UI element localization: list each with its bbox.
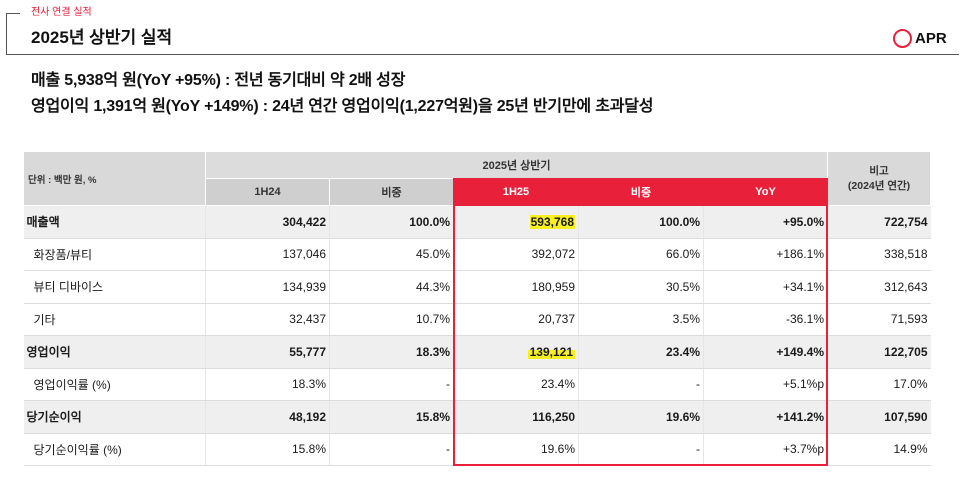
cell-1h25: 180,959 bbox=[453, 270, 579, 304]
brand-logo: APR bbox=[915, 30, 947, 47]
headline-operating-profit: 영업이익 1,391억 원(YoY +149%) : 24년 연간 영업이익(1… bbox=[31, 98, 654, 115]
cell-1h25-share: 100.0% bbox=[578, 205, 704, 239]
cell-yoy: +95.0% bbox=[702, 205, 828, 239]
cell-2024-annual: 338,518 bbox=[827, 238, 931, 271]
row-label: 기타 bbox=[23, 303, 206, 336]
cell-1h25: 23.4% bbox=[453, 368, 579, 401]
cell-1h25-share: 30.5% bbox=[578, 270, 704, 304]
cell-yoy: +186.1% bbox=[702, 238, 828, 271]
table-row: 매출액 304,422 100.0% 593,768 100.0% +95.0% 722,7… bbox=[23, 205, 931, 239]
cell-2024-annual: 312,643 bbox=[827, 270, 931, 304]
cell-yoy: +3.7%p bbox=[702, 433, 828, 466]
cell-1h24: 304,422 bbox=[205, 205, 330, 239]
cell-1h25: 593,768 bbox=[453, 205, 579, 239]
cell-1h24-share: 10.7% bbox=[329, 303, 454, 336]
page-title: 2025년 상반기 실적 bbox=[31, 28, 173, 47]
cell-1h25-share: - bbox=[578, 433, 704, 466]
cell-1h24: 134,939 bbox=[205, 270, 330, 304]
results-table: 단위 : 백만 원, % 2025년 상반기 비고 (2024년 연간) 1H2… bbox=[23, 151, 932, 466]
title-frame bbox=[6, 13, 959, 55]
cell-yoy: +5.1%p bbox=[702, 368, 828, 401]
col-header-1h25-share: 비중 bbox=[578, 178, 704, 206]
cell-1h25: 139,121 bbox=[453, 335, 579, 369]
table-row: 당기순이익 48,192 15.8% 116,250 19.6% +141.2% 107,5… bbox=[23, 400, 931, 434]
col-header-1h24-share: 비중 bbox=[329, 178, 454, 206]
cell-1h25-share: 3.5% bbox=[578, 303, 704, 336]
cell-1h24: 15.8% bbox=[205, 433, 330, 466]
row-label: 매출액 bbox=[23, 205, 206, 239]
col-header-1h25: 1H25 bbox=[453, 178, 579, 206]
cell-1h24-share: 100.0% bbox=[329, 205, 454, 239]
cell-1h25-share: 19.6% bbox=[578, 400, 704, 434]
table-row: 당기순이익률 (%) 15.8% -19.6% - +3.7%p 14.9% bbox=[23, 433, 931, 466]
cell-2024-annual: 122,705 bbox=[827, 335, 931, 369]
cell-1h25-share: 23.4% bbox=[578, 335, 704, 369]
note-header-title: 비고 bbox=[869, 164, 889, 177]
cell-yoy: +149.4% bbox=[702, 335, 828, 369]
unit-label: 단위 : 백만 원, % bbox=[23, 151, 206, 206]
cell-yoy: +141.2% bbox=[702, 400, 828, 434]
cell-2024-annual: 722,754 bbox=[827, 205, 931, 239]
cell-1h24: 55,777 bbox=[205, 335, 330, 369]
cell-1h25-share: 66.0% bbox=[578, 238, 704, 271]
highlighted-value: 593,768 bbox=[529, 214, 575, 229]
cell-yoy: +34.1% bbox=[702, 270, 828, 304]
table-row: 뷰티 디바이스 134,939 44.3% 180,959 30.5% +34.1% 312… bbox=[23, 270, 931, 304]
cell-1h24-share: 15.8% bbox=[329, 400, 454, 434]
group-header: 2025년 상반기 bbox=[204, 151, 829, 179]
cell-1h24-share: 45.0% bbox=[329, 238, 454, 271]
cell-1h25: 20,737 bbox=[453, 303, 579, 336]
cell-1h24-share: 18.3% bbox=[329, 335, 454, 369]
col-header-1h24: 1H24 bbox=[205, 178, 330, 206]
row-label: 당기순이익 bbox=[23, 400, 206, 434]
cell-1h24-share: - bbox=[329, 433, 454, 466]
cell-1h24: 48,192 bbox=[205, 400, 330, 434]
row-label: 영업이익 bbox=[23, 335, 206, 369]
cell-1h24: 137,046 bbox=[205, 238, 330, 271]
headline-revenue: 매출 5,938억 원(YoY +95%) : 전년 동기대비 약 2배 성장 bbox=[31, 72, 406, 89]
cell-1h25: 19.6% bbox=[453, 433, 579, 466]
cell-1h24: 32,437 bbox=[205, 303, 330, 336]
row-label: 영업이익률 (%) bbox=[23, 368, 206, 401]
highlighted-value: 139,121 bbox=[527, 344, 575, 359]
row-label: 화장품/뷰티 bbox=[23, 238, 206, 271]
cell-2024-annual: 107,590 bbox=[827, 400, 931, 434]
row-label: 뷰티 디바이스 bbox=[23, 270, 206, 304]
note-header: 비고 (2024년 연간) bbox=[827, 151, 932, 206]
table-header-row: 단위 : 백만 원, % 2025년 상반기 비고 (2024년 연간) bbox=[23, 151, 932, 206]
table-row: 기타 32,437 10.7% 20,737 3.5% -36.1% 71,593 bbox=[23, 303, 931, 336]
cell-2024-annual: 14.9% bbox=[827, 433, 931, 466]
cell-2024-annual: 71,593 bbox=[827, 303, 931, 336]
cell-1h24-share: - bbox=[329, 368, 454, 401]
table-row: 영업이익 55,777 18.3% 139,121 23.4% +149.4% 122,70… bbox=[23, 335, 931, 369]
table-body: 매출액 304,422 100.0% 593,768 100.0% +95.0% 722,7… bbox=[23, 205, 931, 466]
cell-2024-annual: 17.0% bbox=[827, 368, 931, 401]
col-header-yoy: YoY bbox=[702, 178, 829, 206]
table-row: 화장품/뷰티 137,046 45.0% 392,072 66.0% +186.1% 338… bbox=[23, 238, 931, 271]
ring-icon bbox=[893, 29, 912, 48]
row-label: 당기순이익률 (%) bbox=[23, 433, 206, 466]
cell-1h25: 392,072 bbox=[453, 238, 579, 271]
cell-1h25: 116,250 bbox=[453, 400, 579, 434]
cell-yoy: -36.1% bbox=[702, 303, 828, 336]
cell-1h25-share: - bbox=[578, 368, 704, 401]
table-row: 영업이익률 (%) 18.3% -23.4% - +5.1%p 17.0% bbox=[23, 368, 931, 401]
title-frame-tick bbox=[6, 13, 20, 14]
note-header-subtitle: (2024년 연간) bbox=[847, 179, 911, 192]
cell-1h24-share: 44.3% bbox=[329, 270, 454, 304]
cell-1h24: 18.3% bbox=[205, 368, 330, 401]
section-label: 전사 연결 실적 bbox=[31, 7, 92, 18]
